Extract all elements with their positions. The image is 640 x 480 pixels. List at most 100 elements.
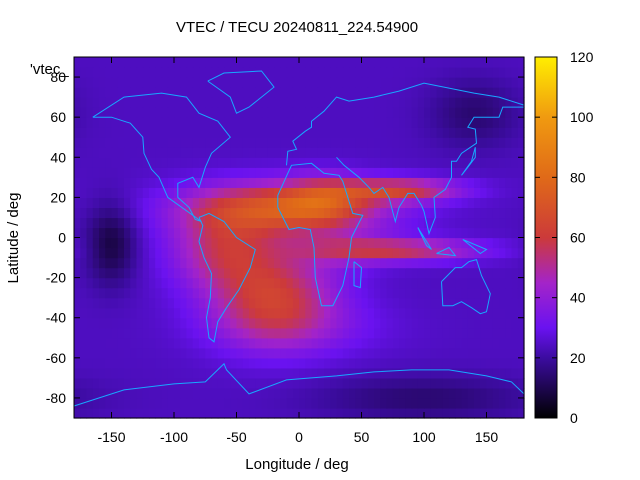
heatmap-cell — [86, 117, 94, 128]
heatmap-cell — [249, 107, 256, 118]
heatmap-cell — [105, 357, 113, 369]
heatmap-cell — [455, 207, 463, 219]
heatmap-cell — [286, 207, 294, 219]
heatmap-cell — [430, 87, 438, 98]
heatmap-cell — [380, 137, 388, 148]
heatmap-cell — [280, 117, 288, 128]
heatmap-cell — [411, 107, 419, 118]
heatmap-cell — [330, 187, 338, 198]
heatmap-cell — [480, 77, 488, 88]
heatmap-cell — [255, 227, 263, 239]
heatmap-cell — [199, 147, 206, 158]
heatmap-cell — [136, 197, 144, 209]
heatmap-cell — [292, 87, 300, 98]
heatmap-cell — [486, 327, 494, 339]
heatmap-cell — [292, 107, 300, 118]
heatmap-cell — [280, 337, 288, 349]
heatmap-cell — [299, 347, 306, 359]
heatmap-cell — [367, 137, 375, 148]
heatmap-cell — [236, 227, 244, 239]
heatmap-cell — [80, 217, 88, 229]
heatmap-cell — [336, 367, 344, 379]
heatmap-cell — [461, 137, 469, 148]
heatmap-cell — [374, 97, 381, 108]
heatmap-cell — [230, 177, 238, 188]
heatmap-cell — [86, 67, 94, 78]
heatmap-cell — [299, 137, 306, 148]
heatmap-cell — [449, 357, 456, 369]
heatmap-cell — [224, 147, 231, 158]
heatmap-cell — [349, 77, 356, 88]
heatmap-cell — [311, 357, 319, 369]
heatmap-cell — [86, 277, 94, 289]
heatmap-cell — [136, 227, 144, 239]
heatmap-cell — [274, 327, 281, 339]
heatmap-cell — [149, 327, 156, 339]
heatmap-cell — [317, 167, 325, 178]
heatmap-cell — [361, 327, 369, 339]
heatmap-cell — [155, 367, 163, 379]
heatmap-cell — [280, 57, 288, 68]
heatmap-cell — [380, 167, 388, 178]
heatmap-cell — [130, 327, 138, 339]
heatmap-cell — [349, 357, 356, 369]
heatmap-cell — [467, 207, 475, 219]
x-tick-label: 150 — [475, 429, 499, 445]
heatmap-cell — [261, 227, 269, 239]
heatmap-cell — [417, 357, 425, 369]
heatmap-cell — [355, 57, 363, 68]
heatmap-cell — [299, 397, 306, 409]
heatmap-cell — [249, 337, 256, 349]
heatmap-cell — [174, 97, 181, 108]
heatmap-cell — [305, 327, 313, 339]
heatmap-cell — [517, 387, 525, 399]
heatmap-cell — [499, 397, 506, 409]
heatmap-cell — [261, 197, 269, 209]
heatmap-cell — [261, 157, 269, 168]
heatmap-cell — [130, 407, 138, 419]
heatmap-cell — [136, 157, 144, 168]
heatmap-cell — [205, 207, 213, 219]
heatmap-cell — [449, 157, 456, 168]
heatmap-cell — [167, 147, 175, 158]
heatmap-cell — [261, 317, 269, 329]
heatmap-cell — [324, 377, 331, 389]
heatmap-cell — [124, 297, 131, 309]
heatmap-cell — [205, 237, 213, 249]
heatmap-cell — [336, 267, 344, 279]
heatmap-cell — [449, 307, 456, 319]
heatmap-cell — [80, 157, 88, 168]
heatmap-cell — [111, 377, 119, 389]
heatmap-cell — [236, 107, 244, 118]
heatmap-cell — [455, 307, 463, 319]
heatmap-cell — [261, 57, 269, 68]
heatmap-cell — [199, 87, 206, 98]
heatmap-cell — [192, 407, 200, 419]
heatmap-cell — [474, 317, 481, 329]
heatmap-cell — [517, 257, 525, 269]
heatmap-cell — [199, 387, 206, 399]
heatmap-cell — [130, 157, 138, 168]
heatmap-cell — [180, 77, 188, 88]
heatmap-cell — [74, 97, 81, 108]
heatmap-cell — [142, 147, 150, 158]
heatmap-cell — [149, 367, 156, 379]
heatmap-cell — [267, 107, 275, 118]
heatmap-cell — [374, 157, 381, 168]
heatmap-cell — [442, 107, 450, 118]
heatmap-cell — [405, 387, 413, 399]
heatmap-cell — [224, 297, 231, 309]
heatmap-cell — [292, 207, 300, 219]
heatmap-cell — [161, 367, 169, 379]
heatmap-cell — [249, 167, 256, 178]
heatmap-cell — [286, 57, 294, 68]
heatmap-cell — [386, 397, 394, 409]
heatmap-cell — [80, 367, 88, 379]
heatmap-cell — [517, 287, 525, 299]
heatmap-cell — [280, 197, 288, 209]
heatmap-cell — [405, 177, 413, 188]
heatmap-cell — [511, 57, 519, 68]
heatmap-cell — [205, 367, 213, 379]
heatmap-cell — [399, 207, 406, 219]
heatmap-cell — [317, 57, 325, 68]
